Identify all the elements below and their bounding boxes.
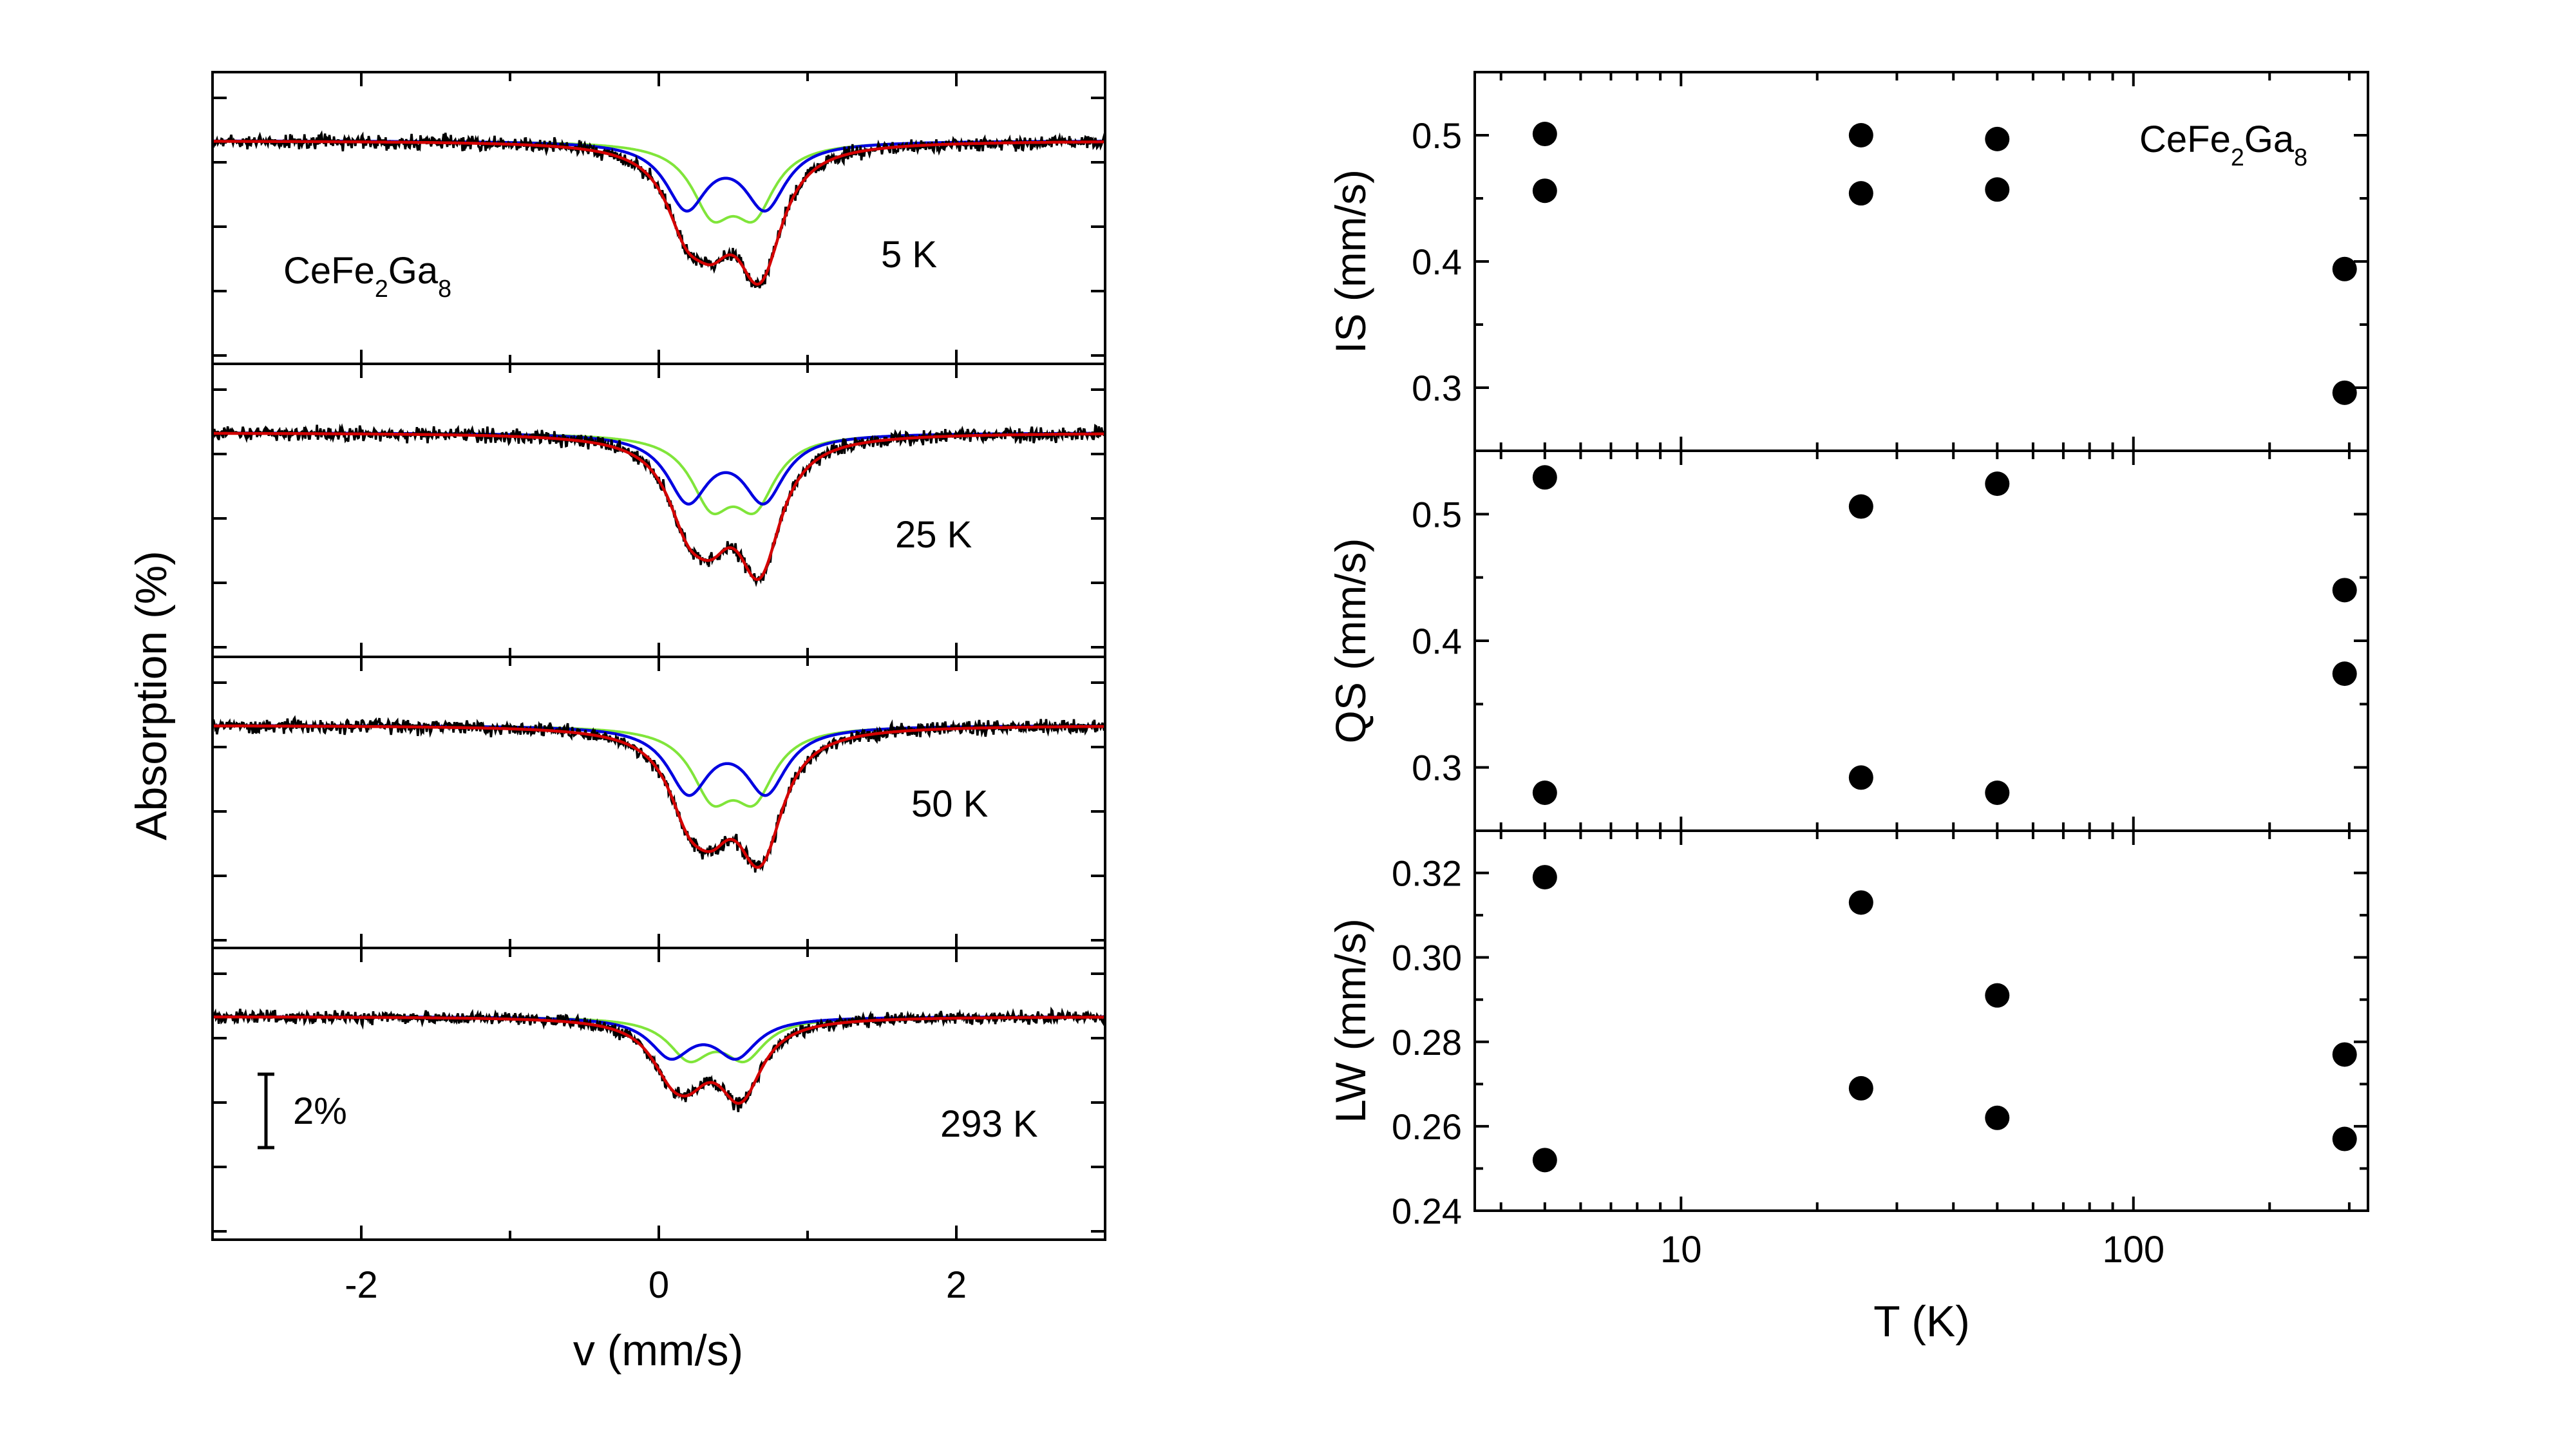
y-tick-label: 0.30	[1392, 938, 1462, 978]
x-tick-label: 10	[1660, 1229, 1702, 1271]
doublet-2-curve	[213, 139, 1105, 224]
y-axis-label: LW (mm/s)	[1327, 918, 1374, 1123]
y-tick-label: 0.5	[1412, 494, 1462, 535]
temperature-label: 293 K	[940, 1103, 1038, 1145]
parameter-panel-frame	[1473, 71, 2369, 452]
data-point	[1985, 1105, 2010, 1130]
data-point	[2332, 256, 2357, 281]
y-tick-label: 0.24	[1392, 1191, 1462, 1231]
data-point	[1985, 471, 2010, 497]
data-point	[1532, 465, 1557, 490]
doublet-2-curve	[213, 431, 1106, 516]
data-point	[1532, 1148, 1557, 1173]
x-tick-label: 0	[649, 1264, 669, 1306]
x-tick-label: 100	[2102, 1229, 2164, 1271]
data-point	[1848, 890, 1873, 915]
y-tick-label: 0.4	[1412, 242, 1462, 282]
data-point	[1848, 494, 1873, 519]
data-point	[1985, 781, 2010, 805]
y-tick-label: 0.3	[1412, 748, 1462, 788]
y-axis-label: QS (mm/s)	[1327, 538, 1374, 744]
doublet-1-curve	[213, 139, 1105, 213]
data-point	[1848, 181, 1873, 206]
total-fit-curve	[213, 140, 1105, 286]
spectrum-panel-frame	[211, 71, 1106, 365]
parameter-panel-frame	[1473, 829, 2369, 1212]
parameter-panel-3: 0.24 0.26 0.28 0.30 0.32 LW (mm/s)	[1327, 829, 2369, 1231]
temperature-label: 50 K	[911, 783, 989, 825]
parameter-panel-1: 0.3 0.4 0.5 IS (mm/s)	[1327, 71, 2369, 452]
data-point	[1532, 781, 1557, 805]
data-point	[2332, 578, 2357, 603]
data-point	[1532, 865, 1557, 890]
experimental-data-line	[211, 715, 1106, 873]
data-point	[1532, 122, 1557, 147]
sample-label: CeFe2Ga8	[2139, 118, 2307, 171]
right-x-axis-label: T (K)	[1873, 1297, 1970, 1346]
parameter-panel-2: 0.3 0.4 0.5 QS (mm/s)	[1327, 450, 2369, 832]
data-point	[1848, 123, 1873, 147]
x-tick-label: -2	[345, 1264, 378, 1306]
y-tick-label: 0.5	[1412, 115, 1462, 156]
y-tick-label: 0.28	[1392, 1022, 1462, 1063]
spectrum-panel-3: 50 K	[211, 656, 1106, 949]
doublet-1-curve	[213, 431, 1105, 506]
total-fit-curve	[213, 1015, 1105, 1105]
sample-label: CeFe2Ga8	[283, 250, 451, 302]
total-fit-curve	[213, 431, 1105, 582]
spectrum-panel-frame	[211, 363, 1106, 658]
data-point	[2332, 1126, 2357, 1151]
y-tick-label: 0.26	[1392, 1106, 1462, 1147]
data-point	[2332, 1042, 2357, 1067]
data-point	[1985, 126, 2010, 151]
mossbauer-spectra-chart: 5 K 25 K 50 K 293 K -2 0 2 CeFe2Ga8 2%	[211, 71, 1106, 1306]
temperature-label: 25 K	[895, 514, 972, 556]
spectrum-panel-1: 5 K	[211, 71, 1106, 365]
x-tick-label: 2	[946, 1264, 967, 1306]
data-point	[1848, 1075, 1873, 1101]
hyperfine-parameters-chart: 0.3 0.4 0.5 IS (mm/s) 0.3 0.4 0.5 QS (mm/s) 0.24…	[1327, 71, 2369, 1271]
temperature-label: 5 K	[881, 234, 937, 276]
y-tick-label: 0.32	[1392, 853, 1462, 894]
left-y-axis-label: Absorption (%)	[127, 551, 176, 840]
data-point	[1985, 177, 2010, 202]
data-point	[1848, 765, 1873, 790]
left-x-axis-label: v (mm/s)	[573, 1326, 743, 1375]
data-point	[2332, 380, 2357, 405]
y-tick-label: 0.4	[1412, 621, 1462, 661]
spectrum-panel-2: 25 K	[211, 363, 1106, 658]
scale-bar	[258, 1072, 274, 1150]
total-fit-curve	[213, 724, 1106, 869]
data-point	[2332, 661, 2357, 687]
parameter-panel-frame	[1473, 450, 2369, 832]
data-point	[1985, 983, 2010, 1008]
scale-bar-label: 2%	[293, 1090, 347, 1132]
y-tick-label: 0.3	[1412, 368, 1462, 408]
y-axis-label: IS (mm/s)	[1327, 169, 1374, 354]
data-point	[1532, 178, 1557, 204]
spectrum-panel-4: 293 K	[211, 947, 1106, 1241]
